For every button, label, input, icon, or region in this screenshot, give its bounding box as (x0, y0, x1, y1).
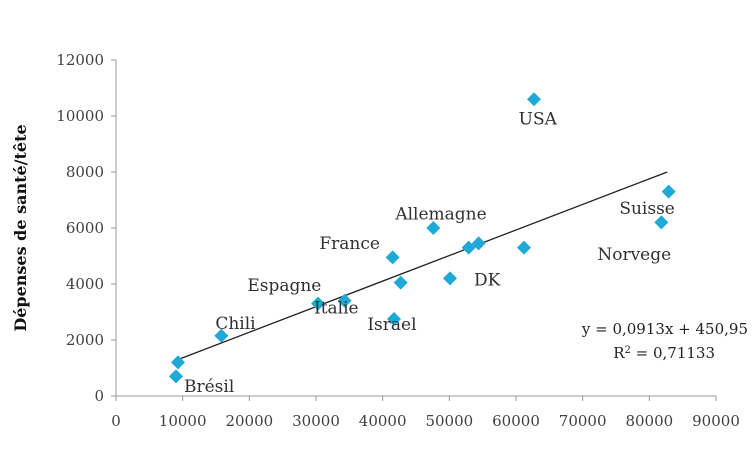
trendline-equation: y = 0,0913x + 450,95 (581, 320, 748, 338)
y-tick-label: 10000 (56, 107, 104, 125)
data-point (527, 92, 541, 107)
data-point (461, 240, 476, 255)
point-label: Norvege (597, 245, 671, 265)
r2-exponent: 2 (624, 345, 630, 356)
data-point (661, 184, 676, 199)
point-label: Espagne (247, 276, 321, 296)
y-axis-label: Dépenses de santé/tête (11, 124, 30, 331)
data-point (214, 328, 229, 343)
x-tick-label: 10000 (159, 412, 207, 430)
r2-prefix: R (613, 344, 625, 362)
data-points (169, 92, 676, 384)
data-point (471, 236, 486, 251)
y-tick-label: 0 (94, 387, 104, 405)
r-squared-text: R2 = 0,71133 (613, 344, 715, 362)
data-point (426, 221, 441, 235)
data-point (517, 240, 531, 255)
point-label: Chili (215, 314, 256, 334)
y-tick-label: 6000 (66, 219, 104, 237)
point-label: France (319, 234, 380, 254)
data-point (385, 250, 400, 265)
data-point (311, 296, 325, 311)
x-tick-label: 90000 (692, 412, 740, 430)
y-tick-label: 8000 (66, 163, 104, 181)
data-point (169, 369, 183, 384)
trendline (175, 171, 668, 361)
x-tick-label: 70000 (559, 412, 607, 430)
data-point (387, 312, 401, 326)
data-point (171, 355, 185, 370)
data-point (393, 275, 408, 290)
x-tick-label: 20000 (225, 412, 273, 430)
x-tick-label: 80000 (625, 412, 673, 430)
data-point (443, 271, 457, 286)
y-tick-label: 2000 (66, 331, 104, 349)
r2-rest: = 0,71133 (631, 344, 715, 362)
point-label: Suisse (619, 199, 675, 219)
point-label: Israel (367, 315, 416, 335)
point-label: DK (474, 270, 501, 290)
point-label: USA (519, 109, 558, 129)
x-tick-label: 50000 (425, 412, 473, 430)
y-tick-label: 4000 (66, 275, 104, 293)
point-label: Brésil (184, 377, 234, 397)
x-tick-label: 30000 (292, 412, 340, 430)
point-label: Allemagne (394, 205, 486, 225)
point-labels: USA Allemagne Suisse France Norvege DK Espagne… (184, 109, 675, 397)
x-tick-label: 0 (111, 412, 121, 430)
data-point (654, 215, 669, 230)
x-tick-label: 40000 (359, 412, 407, 430)
x-tick-label: 60000 (492, 412, 540, 430)
point-label: Italie (314, 298, 359, 318)
data-point (337, 293, 352, 308)
y-tick-label: 12000 (56, 51, 104, 69)
axes: 0 10000 20000 30000 40000 50000 60000 70000 8000… (56, 51, 740, 430)
